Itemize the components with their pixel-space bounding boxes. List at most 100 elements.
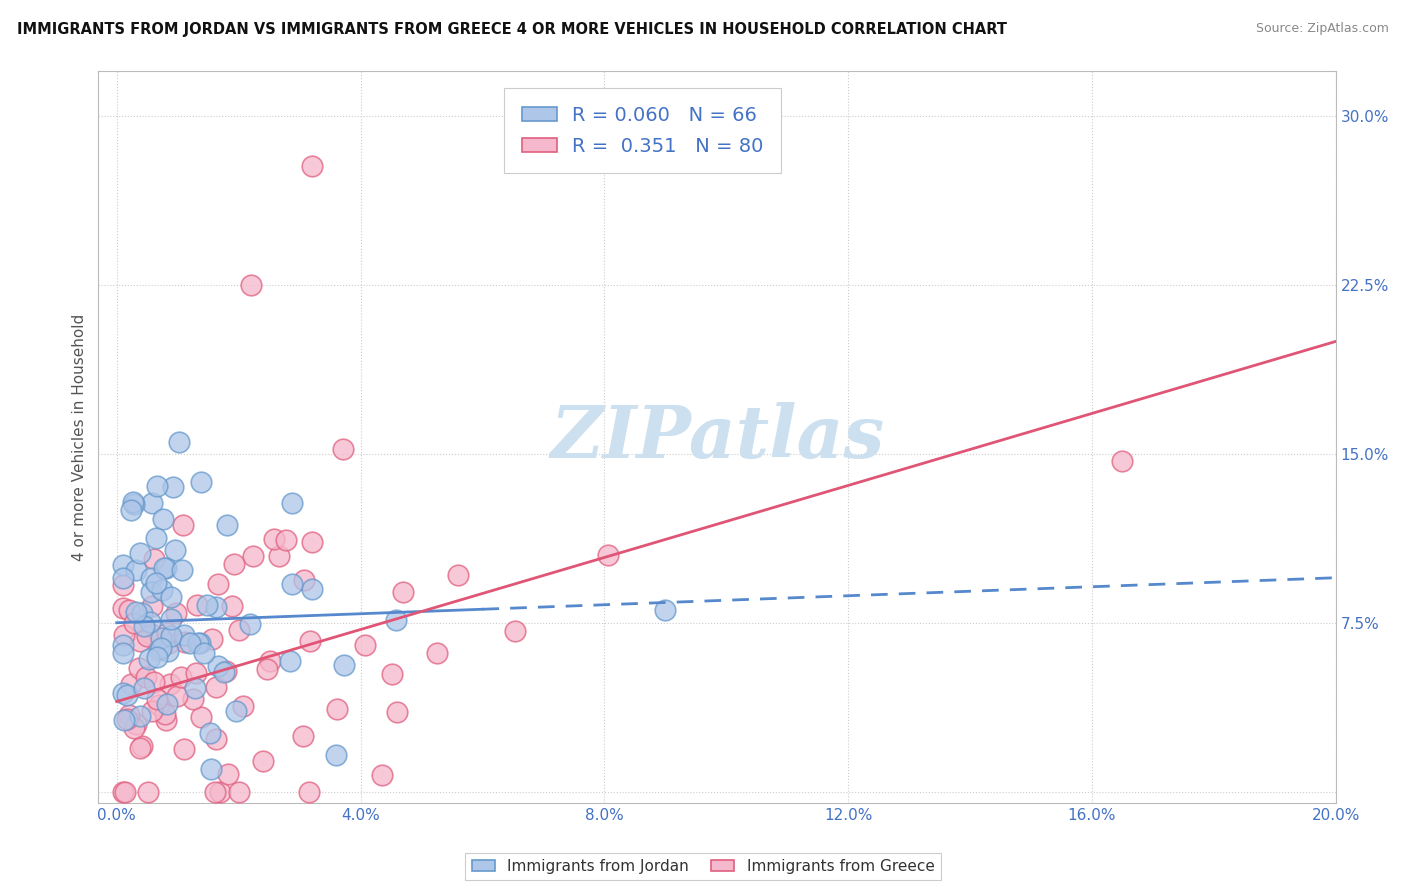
- Point: [128, 709, 150, 723]
- Point: [148, 698, 170, 712]
- Point: [125, 717, 148, 731]
- Point: [353, 638, 375, 652]
- Point: [111, 784, 134, 798]
- Point: [301, 582, 323, 597]
- Point: [141, 496, 163, 510]
- Legend: R = 0.060   N = 66, R =  0.351   N = 80: R = 0.060 N = 66, R = 0.351 N = 80: [505, 88, 782, 173]
- Point: [146, 692, 169, 706]
- Point: [122, 721, 145, 735]
- Point: [117, 712, 139, 726]
- Point: [111, 571, 134, 585]
- Point: [120, 503, 142, 517]
- Point: [333, 658, 356, 673]
- Point: [204, 599, 226, 614]
- Point: [256, 662, 278, 676]
- Point: [118, 603, 141, 617]
- Point: [136, 784, 159, 798]
- Point: [190, 475, 212, 489]
- Point: [115, 688, 138, 702]
- Point: [159, 677, 181, 691]
- Point: [146, 479, 169, 493]
- Point: [156, 697, 179, 711]
- Point: [167, 435, 190, 450]
- Point: [170, 670, 193, 684]
- Point: [134, 619, 156, 633]
- Point: [112, 713, 135, 727]
- Point: [190, 709, 212, 723]
- Point: [145, 576, 167, 591]
- Point: [111, 638, 134, 652]
- Point: [142, 674, 165, 689]
- Point: [143, 552, 166, 566]
- Point: [186, 598, 208, 612]
- Point: [122, 616, 145, 631]
- Point: [163, 543, 186, 558]
- Point: [201, 632, 224, 647]
- Point: [281, 576, 304, 591]
- Point: [426, 647, 449, 661]
- Point: [160, 612, 183, 626]
- Point: [138, 652, 160, 666]
- Point: [325, 747, 347, 762]
- Point: [274, 533, 297, 547]
- Point: [128, 740, 150, 755]
- Point: [129, 546, 152, 560]
- Point: [200, 763, 222, 777]
- Point: [118, 708, 141, 723]
- Point: [385, 613, 408, 627]
- Point: [267, 549, 290, 564]
- Point: [111, 685, 134, 699]
- Point: [111, 646, 134, 660]
- Point: [222, 557, 245, 571]
- Point: [188, 636, 211, 650]
- Point: [239, 278, 262, 293]
- Point: [122, 497, 145, 511]
- Point: [239, 616, 262, 631]
- Point: [111, 558, 134, 572]
- Point: [172, 563, 194, 577]
- Point: [232, 699, 254, 714]
- Point: [120, 677, 142, 691]
- Point: [204, 784, 226, 798]
- Point: [153, 560, 176, 574]
- Point: [381, 666, 404, 681]
- Point: [149, 641, 172, 656]
- Point: [184, 665, 207, 680]
- Point: [153, 707, 176, 722]
- Point: [214, 664, 236, 678]
- Point: [128, 661, 150, 675]
- Point: [228, 784, 250, 798]
- Point: [259, 654, 281, 668]
- Point: [173, 742, 195, 756]
- Point: [263, 532, 285, 546]
- Point: [217, 517, 239, 532]
- Point: [225, 704, 247, 718]
- Point: [332, 442, 354, 456]
- Point: [166, 689, 188, 703]
- Point: [129, 634, 152, 648]
- Point: [184, 681, 207, 695]
- Point: [301, 159, 323, 173]
- Point: [160, 629, 183, 643]
- Point: [298, 634, 321, 648]
- Point: [152, 512, 174, 526]
- Point: [125, 605, 148, 619]
- Point: [135, 670, 157, 684]
- Point: [114, 784, 136, 798]
- Point: [503, 624, 526, 639]
- Point: [145, 531, 167, 545]
- Point: [217, 767, 239, 781]
- Point: [132, 681, 155, 696]
- Text: ZIPatlas: ZIPatlas: [550, 401, 884, 473]
- Point: [155, 561, 177, 575]
- Text: IMMIGRANTS FROM JORDAN VS IMMIGRANTS FROM GREECE 4 OR MORE VEHICLES IN HOUSEHOLD: IMMIGRANTS FROM JORDAN VS IMMIGRANTS FRO…: [17, 22, 1007, 37]
- Point: [193, 646, 215, 660]
- Point: [298, 784, 321, 798]
- Point: [156, 626, 179, 640]
- Point: [301, 534, 323, 549]
- Text: Source: ZipAtlas.com: Source: ZipAtlas.com: [1256, 22, 1389, 36]
- Point: [139, 571, 162, 585]
- Point: [1111, 453, 1133, 467]
- Point: [181, 692, 204, 706]
- Point: [157, 636, 180, 650]
